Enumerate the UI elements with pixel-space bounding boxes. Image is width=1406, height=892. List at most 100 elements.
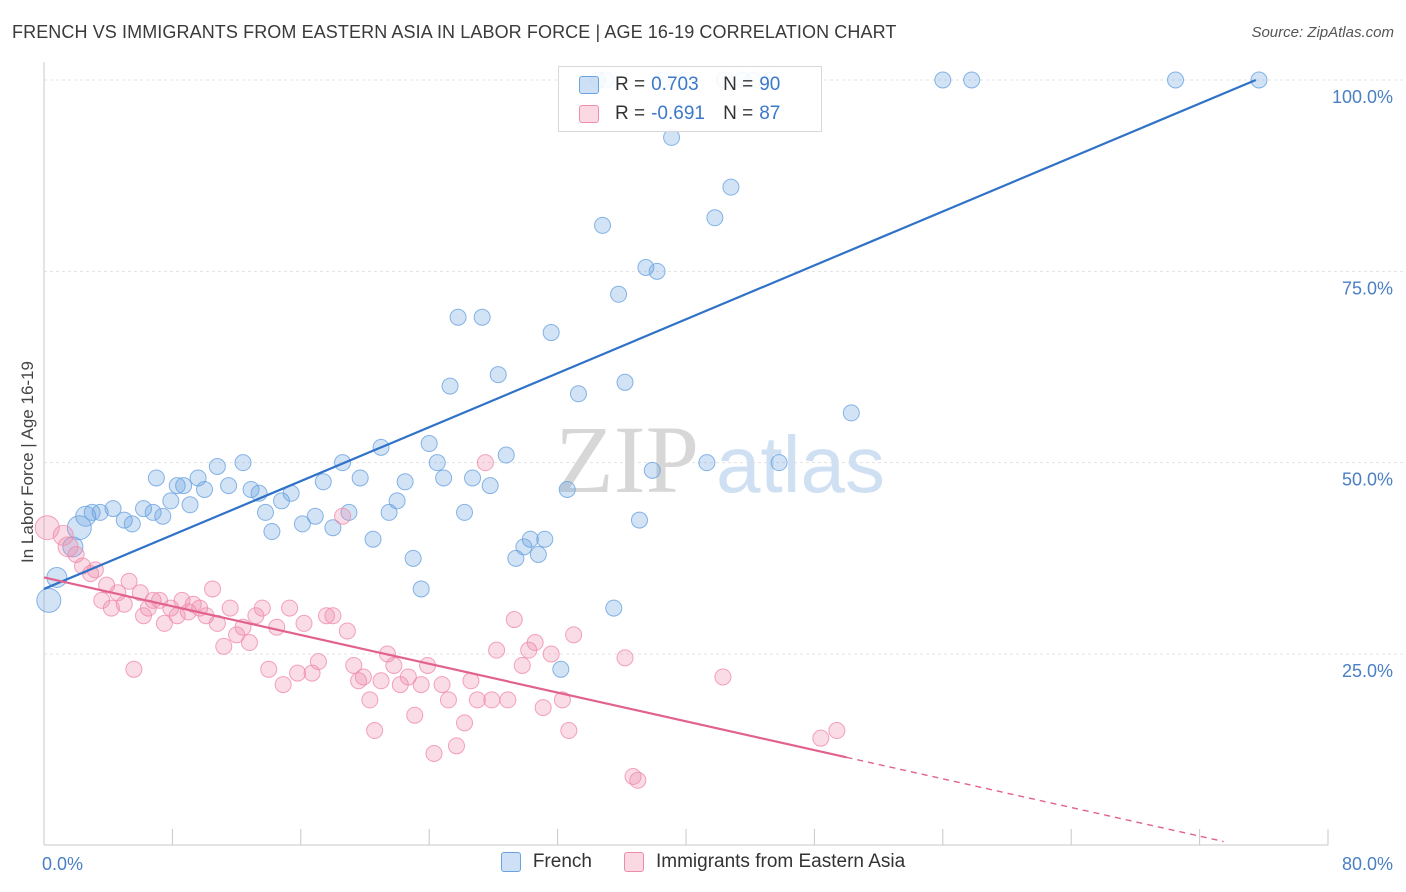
data-point (428, 454, 446, 472)
data-point (483, 691, 501, 709)
data-point (334, 507, 352, 525)
data-point (648, 262, 666, 280)
data-point (52, 524, 74, 546)
data-point (476, 454, 494, 472)
series-immigrants-eastern-asia (34, 454, 846, 789)
data-point (552, 660, 570, 678)
data-point (204, 580, 222, 598)
data-point (616, 649, 634, 667)
data-point (488, 641, 506, 659)
legend-swatch-immigrants (579, 105, 599, 123)
data-point (706, 209, 724, 227)
data-point (714, 668, 732, 686)
data-point (268, 618, 286, 636)
data-point (497, 446, 515, 464)
x-tick-label-max: 80.0% (1342, 854, 1393, 874)
data-point (354, 668, 372, 686)
data-point (464, 469, 482, 487)
y-tick-label: 25.0% (1342, 661, 1393, 681)
legend-r-label: R = (615, 103, 646, 124)
gridlines (44, 79, 1406, 655)
data-point (534, 699, 552, 717)
bottom-legend-swatch-french (500, 852, 521, 872)
data-point (433, 676, 451, 694)
trend-line (43, 576, 847, 759)
data-point (698, 454, 716, 472)
data-point (345, 656, 363, 674)
data-point (293, 515, 311, 533)
data-point (309, 653, 327, 671)
legend-row-immigrants: R = -0.691 N = 87 (579, 100, 786, 128)
bottom-legend-label-immigrants: Immigrants from Eastern Asia (655, 851, 906, 872)
data-point (295, 614, 313, 632)
watermark: ZIP atlas (555, 406, 885, 513)
data-point (115, 511, 133, 529)
data-point (934, 71, 952, 89)
data-point (842, 404, 860, 422)
data-point (120, 572, 138, 590)
data-point (605, 599, 623, 617)
data-point (542, 324, 560, 342)
data-point (558, 480, 576, 498)
y-tick-label: 50.0% (1342, 470, 1393, 490)
data-point (155, 614, 173, 632)
data-point (281, 599, 299, 617)
data-point (314, 473, 332, 491)
data-point (274, 676, 292, 694)
data-point (1167, 71, 1185, 89)
data-point (364, 530, 382, 548)
data-point (569, 385, 587, 403)
data-point (406, 706, 424, 724)
data-point (481, 477, 499, 495)
data-point (542, 645, 560, 663)
data-point (234, 454, 252, 472)
x-tick-label-min: 0.0% (42, 854, 83, 874)
trend-lines (43, 78, 1257, 843)
data-point (317, 607, 335, 625)
watermark-atlas: atlas (716, 420, 885, 509)
data-point (770, 454, 788, 472)
data-point (449, 308, 467, 326)
data-point (75, 505, 97, 527)
data-point (435, 469, 453, 487)
data-point (260, 660, 278, 678)
data-point (256, 503, 274, 521)
data-point (221, 599, 239, 617)
data-point (361, 691, 379, 709)
bottom-legend-french: French (500, 851, 592, 873)
data-point (812, 729, 830, 747)
data-point (324, 607, 342, 625)
data-point (468, 691, 486, 709)
data-point (630, 511, 648, 529)
data-point (289, 664, 307, 682)
data-point (456, 714, 474, 732)
data-point (505, 611, 523, 629)
data-point (372, 672, 390, 690)
y-tick-label: 75.0% (1342, 278, 1393, 298)
data-point (521, 530, 539, 548)
data-point (102, 599, 120, 617)
data-point (594, 216, 612, 234)
data-point (36, 587, 62, 613)
data-point (175, 477, 193, 495)
data-point (643, 461, 661, 479)
trend-line (43, 78, 1257, 590)
y-tick-label: 100.0% (1332, 87, 1393, 107)
data-point (529, 546, 547, 564)
data-point (553, 691, 571, 709)
data-point (181, 496, 199, 514)
data-point (1250, 71, 1268, 89)
legend-n-value: 90 (759, 74, 781, 95)
data-point (963, 71, 981, 89)
data-point (404, 549, 422, 567)
legend-r-value: -0.691 (651, 103, 705, 124)
axes (43, 62, 1329, 846)
watermark-zip: ZIP (555, 406, 699, 513)
legend-row-french: R = 0.703 N = 90 (579, 71, 786, 99)
tick-labels: 25.0% 50.0% 75.0% 100.0% 0.0% 80.0% (42, 87, 1393, 874)
data-point (253, 599, 271, 617)
data-point (263, 523, 281, 541)
data-point (536, 530, 554, 548)
data-point (196, 480, 213, 498)
legend: R = 0.703 N = 90 R = -0.691 N = 87 (558, 66, 822, 132)
